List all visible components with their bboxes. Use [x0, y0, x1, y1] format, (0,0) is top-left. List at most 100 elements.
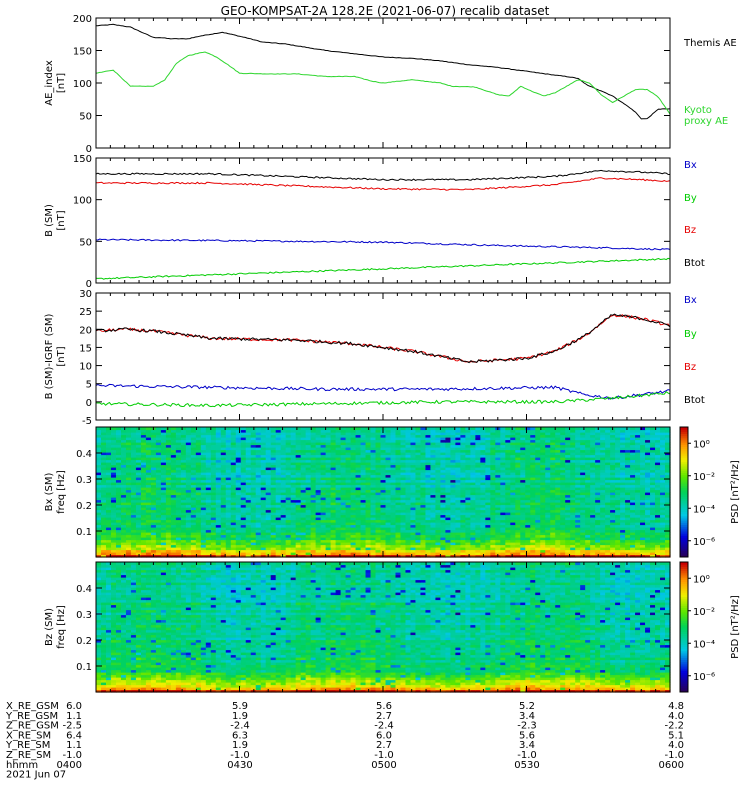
spectrogram-cell [155, 477, 162, 481]
spectrogram-cell [410, 547, 417, 551]
spectrogram-cell [330, 469, 337, 473]
spectrogram-cell [355, 482, 362, 486]
spectrogram-cell [120, 467, 127, 471]
spectrogram-cell [260, 509, 267, 513]
spectrogram-cell [640, 517, 646, 521]
spectrogram-cell [270, 534, 277, 538]
spectrogram-cell [150, 499, 157, 503]
spectrogram-cell [280, 509, 287, 513]
spectrogram-cell [535, 484, 541, 488]
spectrogram-cell [195, 479, 202, 483]
spectrogram-cell [570, 484, 576, 488]
spectrogram-cell [615, 522, 621, 526]
spectrogram-cell [265, 467, 272, 471]
spectrogram-cell [140, 544, 147, 548]
spectrogram-cell [445, 504, 451, 508]
spectrogram-cell [395, 479, 402, 483]
spectrogram-cell [155, 519, 162, 523]
spectrogram-cell [580, 522, 586, 526]
spectrogram-cell [315, 552, 322, 556]
spectrogram-cell [665, 469, 671, 473]
spectrogram-cell [495, 504, 501, 508]
spectrogram-cell [285, 464, 292, 468]
spectrogram-cell [550, 527, 556, 531]
spectrogram-cell [160, 484, 167, 488]
spectrogram-cell [265, 472, 272, 476]
spectrogram-cell [605, 459, 611, 463]
spectrogram-cell [390, 454, 397, 458]
spectrogram-cell [175, 492, 182, 496]
spectrogram-cell [315, 534, 322, 538]
spectrogram-cell [245, 534, 252, 538]
spectrogram-cell [430, 467, 437, 471]
spectrogram-cell [585, 487, 591, 491]
spectrogram-cell [495, 472, 501, 476]
spectrogram-cell [210, 537, 217, 541]
spectrogram-cell [485, 527, 491, 531]
spectrogram-cell [445, 534, 451, 538]
spectrogram-cell [135, 519, 142, 523]
spectrogram-cell [225, 522, 232, 526]
spectrogram-cell [310, 464, 317, 468]
spectrogram-cell [270, 529, 277, 533]
spectrogram-cell [110, 494, 117, 498]
spectrogram-cell [530, 542, 536, 546]
spectrogram-cell [450, 457, 456, 461]
spectrogram-cell [105, 519, 112, 523]
spectrogram-cell [285, 509, 292, 513]
spectrogram-cell [285, 504, 292, 508]
spectrogram-cell [615, 534, 621, 538]
y-tick-label: 20 [79, 325, 92, 336]
spectrogram-cell [170, 547, 177, 551]
spectrogram-cell [135, 489, 142, 493]
spectrogram-cell [320, 514, 327, 518]
spectrogram-cell [450, 544, 456, 548]
spectrogram-cell [630, 552, 636, 556]
spectrogram-cell [270, 492, 277, 496]
spectrogram-cell [125, 517, 132, 521]
spectrogram-cell [265, 552, 272, 556]
spectrogram-cell [555, 497, 561, 501]
spectrogram-cell [150, 492, 157, 496]
spectrogram-cell [545, 462, 551, 466]
spectrogram-cell [305, 469, 312, 473]
spectrogram-cell [315, 479, 322, 483]
spectrogram-cell [290, 542, 297, 546]
spectrogram-cell [645, 472, 651, 476]
spectrogram-cell [635, 507, 641, 511]
spectrogram-cell [220, 477, 227, 481]
spectrogram-cell [430, 474, 437, 478]
spectrogram-cell [585, 529, 591, 533]
spectrogram-cell [365, 497, 372, 501]
spectrogram-cell [140, 504, 147, 508]
spectrogram-cell [195, 494, 202, 498]
spectrogram-cell [480, 529, 486, 533]
spectrogram-cell [575, 554, 581, 558]
spectrogram-cell [325, 527, 332, 531]
spectrogram-cell [165, 454, 172, 458]
spectrogram-cell [445, 469, 451, 473]
spectrogram-cell [460, 519, 466, 523]
spectrogram-cell [620, 517, 626, 521]
spectrogram-cell [125, 522, 132, 526]
spectrogram-cell [255, 522, 262, 526]
spectrogram-cell [150, 477, 157, 481]
spectrogram-cell [515, 539, 521, 543]
spectrogram-cell [110, 524, 117, 528]
spectrogram-cell [475, 499, 481, 503]
spectrogram-cell [620, 554, 626, 558]
spectrogram-cell [365, 492, 372, 496]
spectrogram-cell [375, 497, 382, 501]
spectrogram-cell [165, 537, 172, 541]
spectrogram-cell [265, 469, 272, 473]
spectrogram-cell [185, 547, 192, 551]
spectrogram-cell [405, 487, 412, 491]
spectrogram-cell [370, 489, 377, 493]
spectrogram-cell [215, 477, 222, 481]
spectrogram-cell [455, 509, 461, 513]
spectrogram-cell [665, 472, 671, 476]
spectrogram-cell [505, 532, 511, 536]
spectrogram-cell [120, 502, 127, 506]
spectrogram-cell [565, 487, 571, 491]
spectrogram-cell [480, 512, 486, 516]
